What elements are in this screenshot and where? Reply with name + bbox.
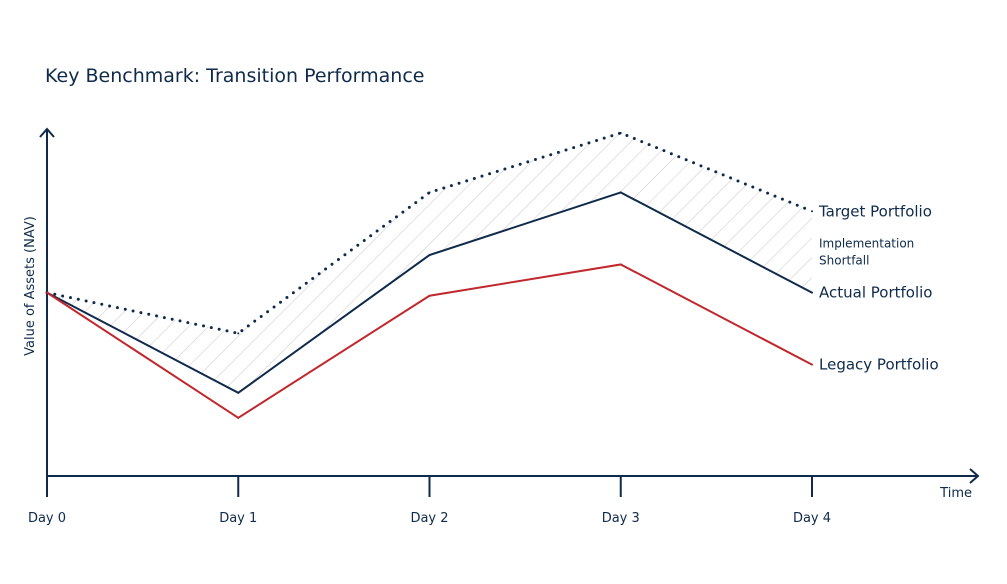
data-point-actual-portfolio-2	[428, 254, 431, 257]
axes: Value of Assets (NAV) Time	[23, 127, 980, 501]
x-ticks: Day 0 Day 1 Day 2 Day 3 Day 4	[28, 476, 831, 526]
y-axis-arrow-icon	[39, 127, 55, 138]
data-point-actual-portfolio-3	[619, 191, 622, 194]
chart-title: Key Benchmark: Transition Performance	[45, 65, 424, 87]
data-point-legacy-portfolio-3	[619, 263, 622, 266]
x-tick-label-2: Day 2	[410, 511, 448, 526]
x-tick-label-4: Day 4	[793, 511, 831, 526]
x-axis-arrow-icon	[969, 468, 980, 484]
data-point-target-portfolio-4	[811, 210, 813, 213]
data-point-target-portfolio-1	[237, 332, 240, 335]
annotation-line-0: Implementation	[819, 236, 914, 250]
x-tick-label-1: Day 1	[219, 511, 257, 526]
data-point-actual-portfolio-1	[237, 391, 240, 394]
series-label-actual-portfolio: Actual Portfolio	[819, 284, 932, 302]
series-label-legacy-portfolio: Legacy Portfolio	[819, 356, 939, 374]
series-label-target-portfolio: Target Portfolio	[818, 202, 932, 220]
data-point-legacy-portfolio-4	[811, 363, 813, 366]
x-tick-label-0: Day 0	[28, 511, 66, 526]
x-tick-label-3: Day 3	[602, 511, 640, 526]
series-lines	[45, 131, 814, 420]
data-point-actual-portfolio-4	[811, 291, 813, 294]
data-point-target-portfolio-2	[428, 191, 431, 194]
annotation-line-1: Shortfall	[819, 253, 869, 267]
x-axis-label: Time	[939, 486, 972, 501]
data-point-legacy-portfolio-0	[46, 291, 48, 294]
data-point-legacy-portfolio-1	[237, 416, 240, 419]
y-axis-label: Value of Assets (NAV)	[23, 216, 38, 356]
data-point-legacy-portfolio-2	[428, 294, 431, 297]
series-labels: Target Portfolio Actual Portfolio Legacy P…	[818, 202, 939, 373]
data-point-target-portfolio-3	[619, 132, 622, 134]
